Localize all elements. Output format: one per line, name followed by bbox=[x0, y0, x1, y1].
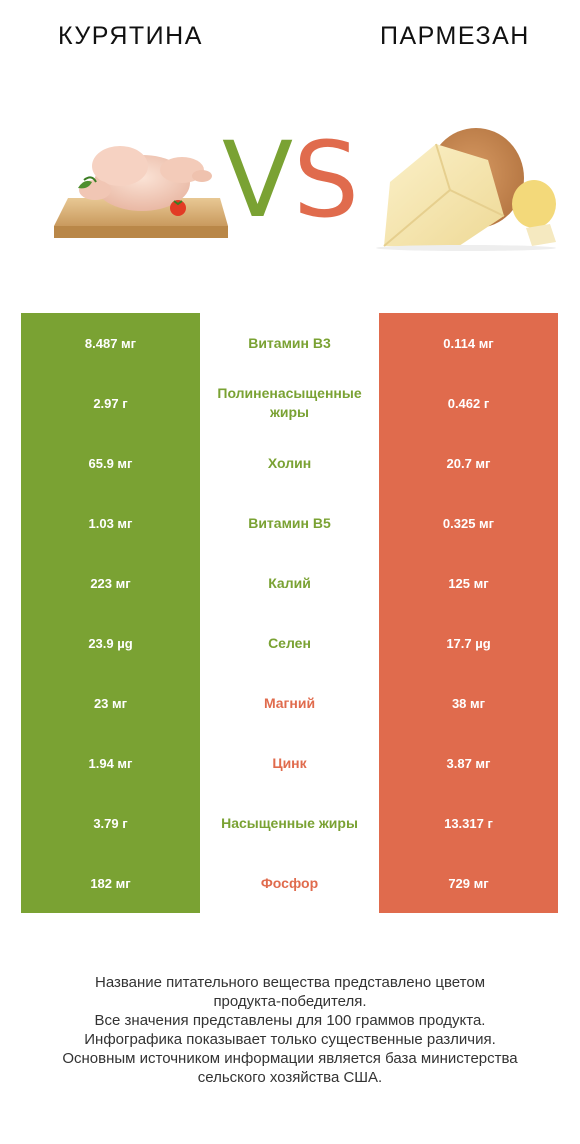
left-value-cell: 1.03 мг bbox=[21, 493, 200, 553]
footer-line: Основным источником информации является … bbox=[62, 1050, 518, 1067]
table-row: 23 мг Магний 38 мг bbox=[21, 673, 558, 733]
right-product-title: ПАРМЕЗАН bbox=[380, 22, 530, 50]
right-value-cell: 13.317 г bbox=[379, 793, 558, 853]
nutrient-name-cell: Холин bbox=[200, 433, 379, 493]
left-product-title: КУРЯТИНА bbox=[58, 22, 203, 50]
right-value-cell: 20.7 мг bbox=[379, 433, 558, 493]
right-value-cell: 729 мг bbox=[379, 853, 558, 913]
left-value-cell: 8.487 мг bbox=[21, 313, 200, 373]
table-row: 2.97 г Полиненасыщенные жиры 0.462 г bbox=[21, 373, 558, 433]
nutrient-name-cell: Фосфор bbox=[200, 853, 379, 913]
table-row: 1.94 мг Цинк 3.87 мг bbox=[21, 733, 558, 793]
right-value-cell: 0.114 мг bbox=[379, 313, 558, 373]
right-value-cell: 0.325 мг bbox=[379, 493, 558, 553]
footer-line: сельского хозяйства США. bbox=[197, 1069, 383, 1086]
right-value-cell: 38 мг bbox=[379, 673, 558, 733]
nutrient-name-cell: Витамин B3 bbox=[200, 313, 379, 373]
chicken-illustration bbox=[54, 146, 228, 238]
footer-line: Инфографика показывает только существенн… bbox=[84, 1031, 496, 1048]
vs-s: S bbox=[293, 119, 360, 241]
right-value-cell: 17.7 µg bbox=[379, 613, 558, 673]
table-row: 223 мг Калий 125 мг bbox=[21, 553, 558, 613]
nutrient-name-cell: Полиненасыщенные жиры bbox=[200, 373, 379, 433]
right-value-cell: 125 мг bbox=[379, 553, 558, 613]
left-value-cell: 2.97 г bbox=[21, 373, 200, 433]
parmesan-illustration bbox=[376, 128, 556, 251]
left-value-cell: 65.9 мг bbox=[21, 433, 200, 493]
left-value-cell: 1.94 мг bbox=[21, 733, 200, 793]
vs-label: VS bbox=[222, 128, 359, 232]
nutrient-name-cell: Насыщенные жиры bbox=[200, 793, 379, 853]
nutrient-name-cell: Цинк bbox=[200, 733, 379, 793]
comparison-table: 8.487 мг Витамин B3 0.114 мг 2.97 г Полинена… bbox=[21, 313, 558, 913]
table-row: 8.487 мг Витамин B3 0.114 мг bbox=[21, 313, 558, 373]
right-value-cell: 0.462 г bbox=[379, 373, 558, 433]
table-row: 65.9 мг Холин 20.7 мг bbox=[21, 433, 558, 493]
left-value-cell: 23.9 µg bbox=[21, 613, 200, 673]
left-value-cell: 223 мг bbox=[21, 553, 200, 613]
left-value-cell: 182 мг bbox=[21, 853, 200, 913]
table-row: 23.9 µg Селен 17.7 µg bbox=[21, 613, 558, 673]
table-row: 182 мг Фосфор 729 мг bbox=[21, 853, 558, 913]
footer-line: Все значения представлены для 100 граммо… bbox=[94, 1012, 486, 1029]
table-row: 1.03 мг Витамин B5 0.325 мг bbox=[21, 493, 558, 553]
footer-line: Название питательного вещества представл… bbox=[94, 974, 486, 991]
nutrient-name-cell: Калий bbox=[200, 553, 379, 613]
left-value-cell: 3.79 г bbox=[21, 793, 200, 853]
nutrient-name-cell: Магний bbox=[200, 673, 379, 733]
nutrient-name-cell: Витамин B5 bbox=[200, 493, 379, 553]
nutrient-name-cell: Селен bbox=[200, 613, 379, 673]
right-value-cell: 3.87 мг bbox=[379, 733, 558, 793]
footer-note: Название питательного вещества представл… bbox=[20, 973, 560, 1087]
footer-line: продукта-победителя. bbox=[213, 993, 367, 1010]
vs-v: V bbox=[222, 119, 294, 241]
table-row: 3.79 г Насыщенные жиры 13.317 г bbox=[21, 793, 558, 853]
left-value-cell: 23 мг bbox=[21, 673, 200, 733]
